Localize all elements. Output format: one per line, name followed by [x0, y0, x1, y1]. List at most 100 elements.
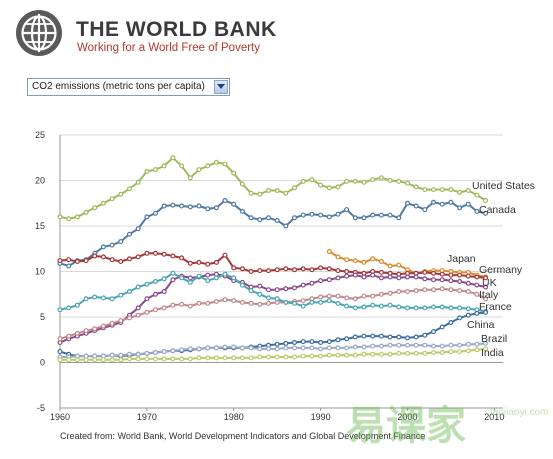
data-point [457, 349, 463, 355]
data-point [196, 355, 202, 361]
data-point [335, 254, 341, 260]
data-point [309, 280, 315, 286]
data-point [135, 356, 141, 362]
data-point [118, 352, 124, 358]
data-point [257, 283, 263, 289]
data-point [239, 299, 245, 305]
indicator-dropdown[interactable]: CO2 emissions (metric tons per capita) [27, 78, 230, 96]
data-point [457, 288, 463, 294]
data-point [109, 352, 115, 358]
data-point [422, 305, 428, 311]
data-point [361, 304, 367, 310]
data-point [231, 275, 237, 281]
data-point [344, 273, 350, 279]
data-point [153, 279, 159, 285]
dropdown-arrow-button[interactable] [214, 80, 228, 94]
data-point [465, 201, 471, 207]
data-point [57, 258, 63, 264]
series-group [57, 286, 489, 342]
data-point [283, 190, 289, 196]
data-point [196, 259, 202, 265]
data-point [361, 179, 367, 185]
data-point [387, 334, 393, 340]
chart-series [57, 155, 489, 363]
data-point [83, 296, 89, 302]
data-point [378, 275, 384, 281]
data-point [118, 191, 124, 197]
data-point [474, 310, 480, 316]
data-point [352, 215, 358, 221]
data-point [274, 287, 280, 293]
data-point [309, 353, 315, 359]
data-point [439, 201, 445, 207]
data-point [205, 278, 211, 284]
data-point [361, 333, 367, 339]
data-point [257, 291, 263, 297]
data-point [292, 340, 298, 346]
data-point [335, 337, 341, 343]
data-point [378, 333, 384, 339]
chart-axes: -5 0 5 10 15 20 25 1960 1970 1980 1990 2000 2010 [35, 130, 504, 422]
data-point [231, 298, 237, 304]
globe-logo-icon[interactable] [14, 8, 64, 58]
data-point [387, 351, 393, 357]
data-point [126, 356, 132, 362]
data-point [74, 302, 80, 308]
data-point [170, 302, 176, 308]
data-point [292, 345, 298, 351]
data-point [213, 345, 219, 351]
series-group [57, 309, 489, 359]
data-point [387, 290, 393, 296]
data-point [231, 170, 237, 176]
data-point [283, 266, 289, 272]
data-point [170, 356, 176, 362]
data-point [483, 284, 489, 290]
data-point [222, 198, 228, 204]
data-point [248, 355, 254, 361]
series-group [57, 340, 489, 360]
x-tick-label: 1990 [311, 412, 331, 422]
series-label: France [479, 301, 512, 313]
data-point [239, 266, 245, 272]
data-point [170, 253, 176, 259]
data-point [231, 355, 237, 361]
data-point [257, 301, 263, 307]
data-point [352, 258, 358, 264]
series-label: UK [482, 277, 497, 289]
data-point [422, 269, 428, 275]
data-point [266, 287, 272, 293]
data-point [266, 346, 272, 352]
data-point [448, 287, 454, 293]
data-point [378, 343, 384, 349]
data-point [266, 268, 272, 274]
data-point [448, 187, 454, 193]
data-point [126, 186, 132, 192]
data-point [378, 175, 384, 181]
data-point [118, 259, 124, 265]
data-point [92, 294, 98, 300]
data-point [448, 305, 454, 311]
data-point [231, 265, 237, 271]
data-point [92, 326, 98, 332]
data-point [144, 281, 150, 287]
data-point [222, 161, 228, 167]
series-line [59, 252, 486, 279]
data-point [431, 277, 437, 283]
data-point [161, 251, 167, 257]
source-note: Created from: World Bank, World Developm… [60, 431, 425, 441]
data-point [361, 351, 367, 357]
data-point [187, 204, 193, 210]
data-point [483, 210, 489, 216]
data-point [396, 304, 402, 310]
data-point [196, 300, 202, 306]
data-point [83, 209, 89, 215]
data-point [405, 350, 411, 356]
data-point [109, 320, 115, 326]
data-point [283, 354, 289, 360]
data-point [266, 215, 272, 221]
data-point [448, 349, 454, 355]
data-point [248, 300, 254, 306]
data-point [422, 332, 428, 338]
data-point [309, 211, 315, 217]
data-point [326, 266, 332, 272]
